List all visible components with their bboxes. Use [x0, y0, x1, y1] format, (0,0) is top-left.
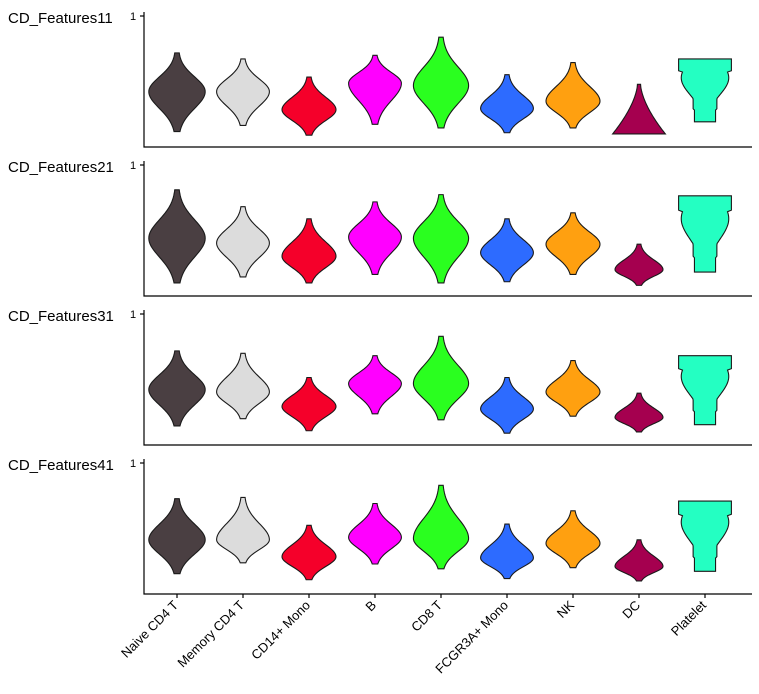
violin-panel: CD_Features11 1 — [8, 10, 752, 148]
axis-lines — [143, 12, 752, 148]
panel-feature-label: CD_Features21 — [8, 159, 114, 176]
x-category-label: CD8 T — [408, 597, 445, 634]
violin-dc — [614, 392, 664, 433]
y-tick-label: 1 — [130, 309, 136, 321]
violin-nk — [545, 62, 601, 129]
violin-b — [348, 502, 402, 565]
violin-nk — [545, 510, 601, 569]
violin-fcgr3a-mono — [480, 74, 534, 134]
x-category-label: Platelet — [668, 597, 710, 639]
violin-cd14-mono — [281, 218, 337, 284]
panel-feature-label: CD_Features41 — [8, 457, 114, 474]
axis-lines — [143, 161, 752, 297]
x-category-label: NK — [554, 597, 578, 621]
violin-b — [348, 201, 402, 276]
y-tick-label: 1 — [130, 160, 136, 172]
violin-cd8-t — [412, 36, 470, 129]
violin-naive-cd4-t — [148, 189, 206, 284]
x-category-label: DC — [619, 598, 643, 622]
violin-memory-cd4-t — [216, 496, 270, 564]
violin-panel: CD_Features31 1 — [8, 308, 752, 446]
x-category-label: CD14+ Mono — [248, 598, 313, 663]
violin-cd14-mono — [281, 76, 337, 136]
x-category-label: Memory CD4 T — [174, 597, 247, 670]
violin-cd8-t — [412, 335, 470, 421]
violin-panel: CD_Features21 1 — [8, 159, 752, 297]
violin-dc — [614, 539, 664, 582]
x-category-label: B — [362, 598, 379, 615]
violin-cd14-mono — [281, 376, 337, 432]
violin-naive-cd4-t — [148, 498, 206, 575]
violin-platelet — [678, 195, 732, 273]
violin-dc — [614, 243, 664, 286]
violin-nk — [545, 212, 601, 276]
violin-cd14-mono — [281, 524, 337, 581]
violin-fcgr3a-mono — [480, 523, 534, 580]
violin-cd8-t — [412, 194, 470, 284]
violin-cd8-t — [412, 484, 470, 570]
violin-nk — [545, 360, 601, 417]
x-category-label: FCGR3A+ Mono — [432, 598, 511, 677]
violin-dc — [611, 83, 667, 135]
panel-feature-label: CD_Features31 — [8, 308, 114, 325]
axis-lines — [143, 459, 752, 595]
panel-feature-label: CD_Features11 — [8, 10, 113, 27]
violin-b — [348, 54, 402, 125]
violin-naive-cd4-t — [148, 52, 206, 133]
violin-platelet — [678, 500, 732, 572]
violin-fcgr3a-mono — [480, 218, 534, 283]
violin-panel: CD_Features41 1 — [8, 457, 752, 595]
violin-platelet — [678, 58, 732, 123]
x-category-label: Naive CD4 T — [118, 597, 181, 660]
violin-memory-cd4-t — [216, 352, 270, 420]
y-tick-label: 1 — [130, 11, 136, 23]
violin-memory-cd4-t — [216, 206, 270, 278]
violin-naive-cd4-t — [148, 350, 206, 427]
violin-b — [348, 355, 402, 415]
axis-lines — [143, 310, 752, 446]
violin-platelet — [678, 355, 732, 426]
violin-fcgr3a-mono — [480, 376, 534, 434]
y-tick-label: 1 — [130, 458, 136, 470]
violin-memory-cd4-t — [216, 58, 270, 127]
